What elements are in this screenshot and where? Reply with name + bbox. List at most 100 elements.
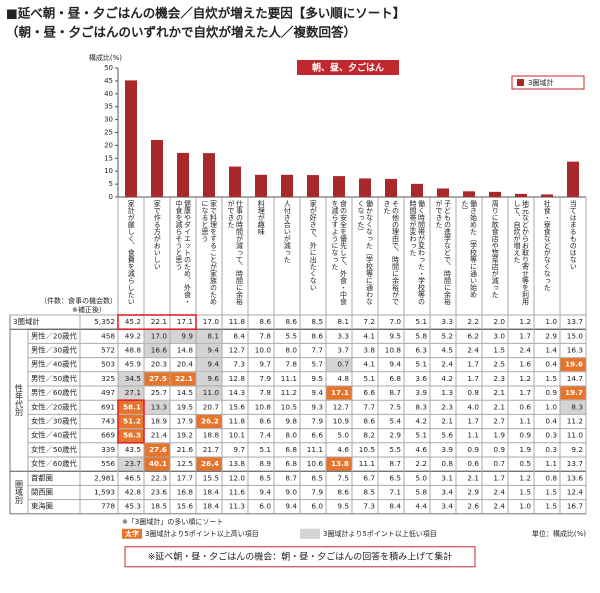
cell: 5.4 <box>389 417 401 426</box>
count-note: （件数：食事の機会数） <box>40 296 117 305</box>
cell: 2.5 <box>493 360 505 369</box>
cell: 1.7 <box>467 360 479 369</box>
cell: 6.8 <box>285 445 297 454</box>
cell: 17.7 <box>177 473 194 482</box>
cell: 2.1 <box>441 417 453 426</box>
cell: 0.8 <box>441 459 453 468</box>
cell-high <box>196 457 222 471</box>
cell: 1.1 <box>467 431 479 440</box>
cell: 3.7 <box>337 346 349 355</box>
cell: 8.7 <box>285 473 297 482</box>
cell: 8.5 <box>363 488 375 497</box>
row-count: 325 <box>101 374 115 383</box>
cell: 34.5 <box>125 374 141 383</box>
row-label: 女性／30歳代 <box>31 417 77 426</box>
row-label: 首都圏 <box>31 473 53 482</box>
row-count: 743 <box>101 417 115 426</box>
x-tick-label-box: 地元などからお取り寄せ等を利用して、自炊が増えた <box>513 200 530 305</box>
cell: 16.3 <box>567 346 584 355</box>
cell: 10.8 <box>255 402 272 411</box>
cell: 4.6 <box>415 445 427 454</box>
x-tick-label-box: 家が好きで、外に出たくない <box>309 200 317 291</box>
cell: 8.5 <box>259 473 271 482</box>
group-label: 性年代別 <box>14 384 24 417</box>
cell-high <box>326 386 352 400</box>
cell: 8.7 <box>389 459 401 468</box>
legend-label: 3圏域計 <box>528 78 553 87</box>
cell: 17.1 <box>177 317 193 326</box>
bar <box>489 191 501 197</box>
cell: 40.1 <box>149 459 167 468</box>
cell: 48.8 <box>125 346 142 355</box>
row-label: 女性／20歳代 <box>31 402 77 411</box>
x-tick-label: 働き始めた（学校等に通い始めた） <box>461 200 478 298</box>
row-count: 556 <box>101 459 115 468</box>
cell: 8.5 <box>311 473 323 482</box>
cell: 16.6 <box>151 346 168 355</box>
bar <box>307 175 319 197</box>
group-label: 圏域別 <box>14 480 24 505</box>
cell: 3.6 <box>415 374 427 383</box>
bar <box>125 80 137 197</box>
cell-low <box>196 329 222 343</box>
cell: 2.1 <box>493 388 505 397</box>
bar <box>411 183 423 197</box>
cell: 2.4 <box>493 502 505 511</box>
row-count: 5,352 <box>94 317 115 326</box>
unit-note: 単位：構成比(%) <box>532 529 586 538</box>
cell: 9.0 <box>285 488 297 497</box>
cell: 4.2 <box>441 374 453 383</box>
cell: 7.7 <box>311 346 323 355</box>
cell: 8.7 <box>389 388 401 397</box>
cell: 6.6 <box>311 431 323 440</box>
x-tick-label-box: その他の理由で、時間に余裕ができた <box>383 200 400 305</box>
cell: 8.4 <box>389 502 401 511</box>
cell: 13.8 <box>229 459 246 468</box>
cell: 9.3 <box>311 402 323 411</box>
cell: 14.3 <box>229 388 246 397</box>
cell-high <box>560 386 586 400</box>
y-tick-label: 20 <box>104 141 113 149</box>
cell: 3.8 <box>363 346 375 355</box>
cell-low <box>196 343 222 358</box>
cell-low <box>196 386 222 400</box>
cell: 2.7 <box>493 417 505 426</box>
cell: 10.0 <box>255 346 272 355</box>
cell: 15.6 <box>229 402 246 411</box>
cell: 7.2 <box>363 317 375 326</box>
x-tick-label: 社食・寮食などがなくなった <box>543 200 552 291</box>
cell-low <box>118 372 144 386</box>
x-tick-label-box: 当てはまるものはない <box>569 200 577 270</box>
cell: 58.1 <box>123 402 141 411</box>
red-frame <box>117 314 197 330</box>
cell-high <box>170 372 196 386</box>
cell: 2.4 <box>493 488 505 497</box>
x-tick-label-box: 人付き合いが減った <box>283 200 291 263</box>
cell: 46.5 <box>125 473 141 482</box>
cell: 19.7 <box>565 388 583 397</box>
cell: 9.7 <box>259 360 271 369</box>
row-label: 関西圏 <box>31 488 53 497</box>
row-count: 778 <box>101 502 115 511</box>
cell-high <box>196 414 222 429</box>
row-count: 2,981 <box>94 473 115 482</box>
cell: 12.7 <box>229 346 246 355</box>
cell: 9.4 <box>207 360 219 369</box>
cell: 3.9 <box>441 445 453 454</box>
cell: 11.0 <box>567 431 584 440</box>
cell: 3.4 <box>441 488 453 497</box>
x-tick-label: 子どもの進学などで、時間に余裕ができた <box>435 200 452 305</box>
bar <box>255 174 267 197</box>
cell: 26.4 <box>201 459 219 468</box>
cell: 0.3 <box>545 431 557 440</box>
cell: 27.6 <box>149 445 167 454</box>
footer-note: ※延べ朝・昼・夕ごはんの機会：朝・昼・夕ごはんの回答を積み上げて集計 <box>148 550 453 562</box>
bar <box>281 174 293 197</box>
cell-low <box>196 372 222 386</box>
row-count: 669 <box>101 431 115 440</box>
cell: 12.7 <box>333 402 350 411</box>
row-count: 691 <box>101 402 115 411</box>
row-count: 339 <box>101 445 115 454</box>
cell: 20.3 <box>151 360 168 369</box>
cell: 5.2 <box>441 331 453 340</box>
